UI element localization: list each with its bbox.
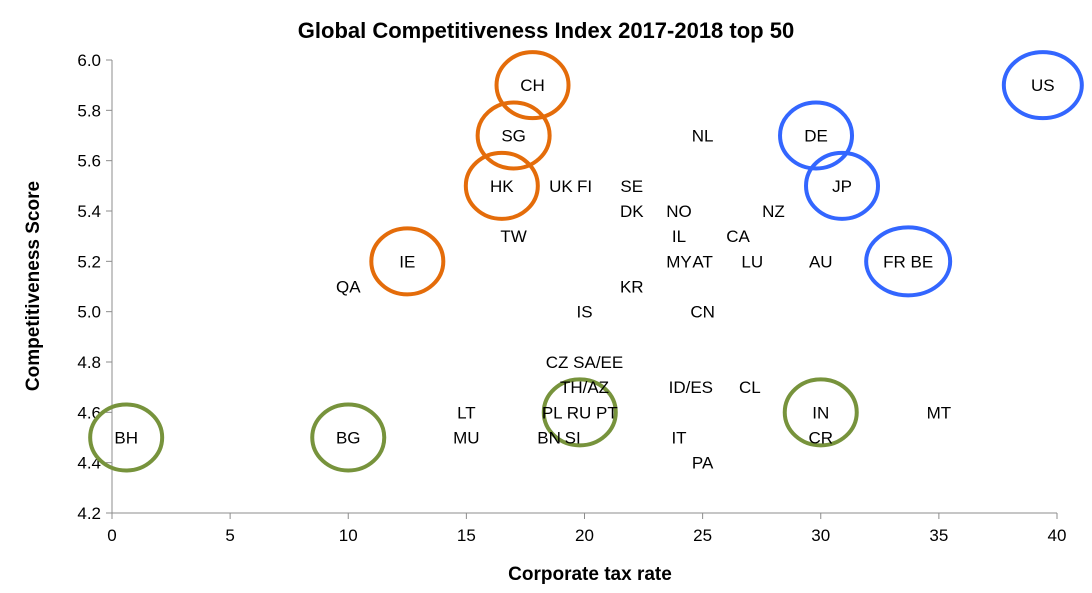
y-tick-label: 4.8 bbox=[77, 353, 101, 372]
point-label: PA bbox=[692, 454, 714, 473]
point-label: LT bbox=[457, 403, 476, 422]
x-tick-label: 0 bbox=[107, 526, 116, 545]
x-tick-label: 25 bbox=[693, 526, 712, 545]
y-tick-label: 5.2 bbox=[77, 252, 101, 271]
point-label: MT bbox=[927, 403, 952, 422]
point-label: CZ SA/EE bbox=[546, 353, 623, 372]
x-tick-label: 40 bbox=[1048, 526, 1067, 545]
x-tick-label: 5 bbox=[225, 526, 234, 545]
point-label: LU bbox=[741, 252, 763, 271]
x-tick-label: 20 bbox=[575, 526, 594, 545]
highlight-circle-blue bbox=[778, 100, 855, 171]
point-label: KR bbox=[620, 278, 644, 297]
point-label: US bbox=[1031, 76, 1055, 95]
point-label: CR bbox=[808, 429, 833, 448]
point-label: AT bbox=[692, 252, 712, 271]
highlight-circles bbox=[88, 50, 1084, 473]
x-axis-title: Corporate tax rate bbox=[508, 564, 672, 585]
point-label: IN bbox=[812, 403, 829, 422]
y-axis-title: Competitiveness Score bbox=[23, 181, 44, 391]
highlight-circle-orange bbox=[475, 100, 552, 171]
point-label: BN bbox=[537, 429, 561, 448]
highlight-circle-green bbox=[88, 402, 165, 473]
highlight-circle-orange bbox=[369, 226, 446, 297]
point-label: PL RU PT bbox=[542, 403, 618, 422]
data-points: US CH SG NL DE HK UK FI SE JP DK NO NZ TW IL CA IE MY AT LU… bbox=[114, 76, 1055, 473]
highlight-circle-blue bbox=[864, 225, 953, 298]
point-label: AU bbox=[809, 252, 833, 271]
point-label: SI bbox=[565, 429, 581, 448]
highlight-circle-blue bbox=[804, 150, 881, 221]
point-label: JP bbox=[832, 177, 852, 196]
x-tick-label: 15 bbox=[457, 526, 476, 545]
point-label: CA bbox=[726, 227, 750, 246]
y-tick-label: 5.6 bbox=[77, 152, 101, 171]
point-label: SG bbox=[501, 127, 526, 146]
y-tick-label: 4.4 bbox=[77, 454, 101, 473]
chart-title: Global Competitiveness Index 2017-2018 t… bbox=[298, 18, 794, 43]
point-label: HK bbox=[490, 177, 514, 196]
point-label: SE bbox=[620, 177, 643, 196]
point-label: IL bbox=[672, 227, 686, 246]
point-label: TW bbox=[500, 227, 526, 246]
y-tick-label: 5.8 bbox=[77, 101, 101, 120]
point-label: IE bbox=[399, 252, 415, 271]
point-label: NO bbox=[666, 202, 692, 221]
point-label: QA bbox=[336, 278, 361, 297]
y-tick-label: 6.0 bbox=[77, 51, 101, 70]
highlight-circle-blue bbox=[1001, 50, 1084, 121]
highlight-circle-orange bbox=[463, 150, 540, 221]
highlight-circle-orange bbox=[494, 50, 571, 121]
point-label: UK bbox=[549, 177, 573, 196]
point-label: IT bbox=[671, 429, 686, 448]
point-label: IS bbox=[576, 303, 592, 322]
point-label: FR BE bbox=[883, 252, 933, 271]
axes: 4.24.44.64.85.05.25.45.65.86.00 5 10 15 20 25… bbox=[77, 51, 1066, 545]
point-label: DE bbox=[804, 127, 828, 146]
point-label: CH bbox=[520, 76, 545, 95]
y-tick-label: 4.2 bbox=[77, 504, 101, 523]
y-tick-label: 5.4 bbox=[77, 202, 101, 221]
point-label: NL bbox=[692, 127, 714, 146]
point-label: MY bbox=[666, 252, 692, 271]
point-label: TH/AZ bbox=[560, 378, 609, 397]
highlight-circle-green bbox=[541, 377, 618, 448]
point-label: MU bbox=[453, 429, 479, 448]
highlight-circle-green bbox=[310, 402, 387, 473]
x-tick-label: 35 bbox=[929, 526, 948, 545]
point-label: BH bbox=[114, 429, 138, 448]
y-tick-label: 5.0 bbox=[77, 303, 101, 322]
x-tick-label: 30 bbox=[811, 526, 830, 545]
point-label: BG bbox=[336, 429, 361, 448]
x-tick-label: 10 bbox=[339, 526, 358, 545]
point-label: ID/ES bbox=[669, 378, 713, 397]
point-label: DK bbox=[620, 202, 644, 221]
point-label: NZ bbox=[762, 202, 785, 221]
point-label: CL bbox=[739, 378, 761, 397]
point-label: CN bbox=[690, 303, 715, 322]
point-label: FI bbox=[577, 177, 592, 196]
highlight-circle-green bbox=[782, 377, 859, 448]
